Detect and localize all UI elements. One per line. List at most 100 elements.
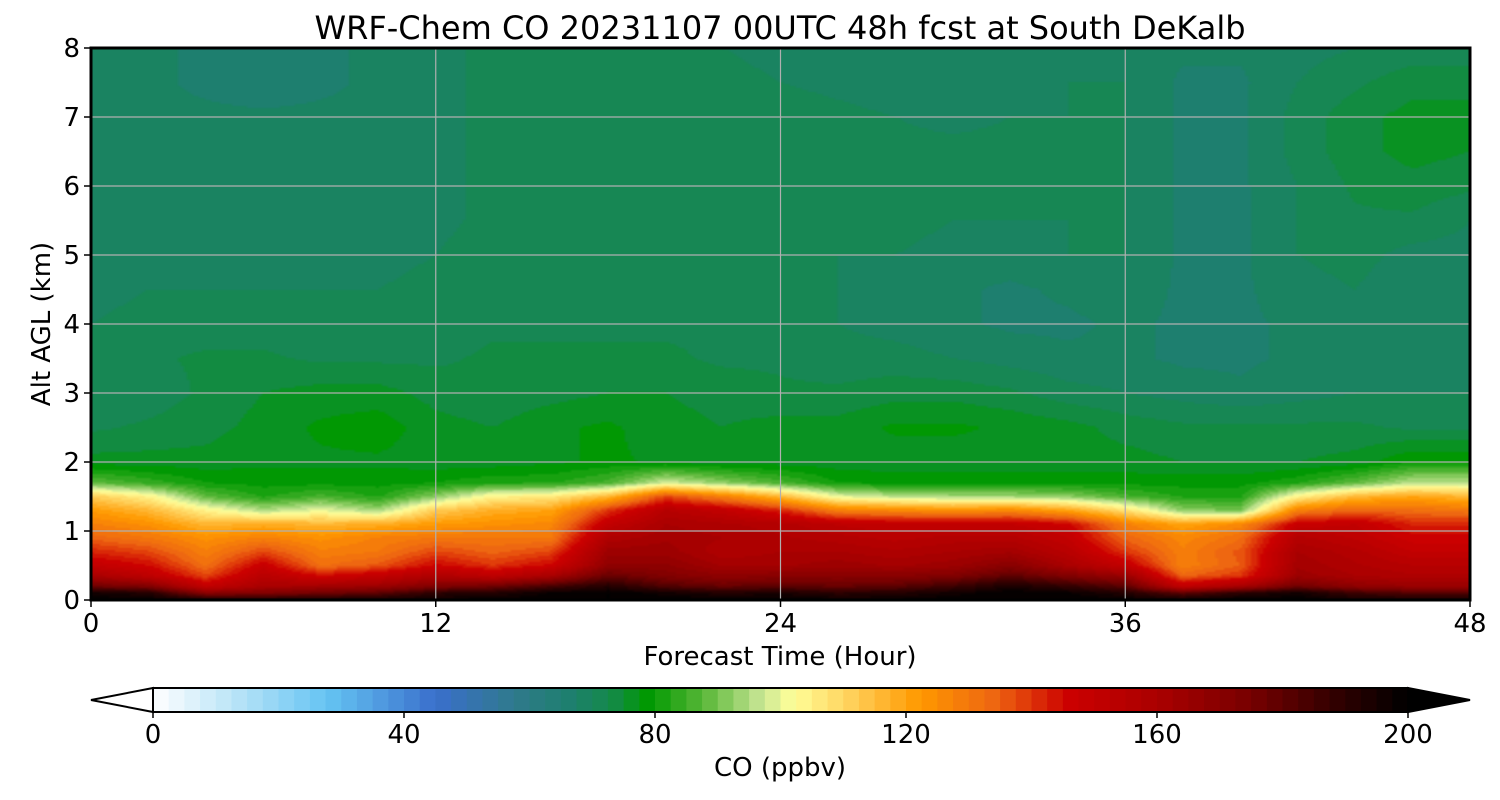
colorbar-segment: [1204, 688, 1221, 712]
y-tick-label: 3: [63, 379, 80, 409]
y-axis-label: Alt AGL (km): [27, 242, 57, 406]
colorbar-segment: [607, 688, 625, 712]
colorbar-segment: [419, 688, 436, 712]
x-tick-label: 36: [1109, 609, 1142, 639]
colorbar-segment: [1188, 688, 1205, 712]
y-tick-label: 7: [63, 103, 80, 133]
colorbar-segment: [153, 688, 170, 712]
x-tick-label: 48: [1453, 609, 1486, 639]
colorbar-segment: [168, 688, 185, 712]
colorbar-segment: [1313, 688, 1331, 712]
colorbar-segment: [1235, 688, 1252, 712]
colorbar-segment: [184, 688, 201, 712]
colorbar-tick-label: 200: [1383, 720, 1433, 750]
colorbar-segment: [749, 688, 766, 712]
colorbar-segment: [811, 688, 829, 712]
colorbar-tick-label: 40: [387, 720, 420, 750]
colorbar-segment: [1172, 688, 1189, 712]
colorbar-segment: [560, 688, 578, 712]
colorbar-segment: [247, 688, 264, 712]
colorbar-segment: [1282, 688, 1299, 712]
colorbar-segment: [937, 688, 954, 712]
colorbar-segment: [1329, 688, 1346, 712]
colorbar-segment: [702, 688, 719, 712]
colorbar-segment: [1376, 688, 1393, 712]
colorbar-segment: [1219, 688, 1237, 712]
colorbar-segment: [717, 688, 735, 712]
chart-title: WRF-Chem CO 20231107 00UTC 48h fcst at S…: [314, 9, 1245, 47]
colorbar-segment: [968, 688, 986, 712]
colorbar-segment: [953, 688, 970, 712]
colorbar-tick-label: 80: [638, 720, 671, 750]
colorbar-segment: [451, 688, 468, 712]
colorbar-segment: [1392, 688, 1409, 712]
y-tick-label: 1: [63, 517, 80, 547]
colorbar-segment: [372, 688, 389, 712]
colorbar-segment: [545, 688, 562, 712]
colorbar-segment: [482, 688, 499, 712]
colorbar-segment: [764, 688, 782, 712]
colorbar-segment: [623, 688, 640, 712]
colorbar-segment: [655, 688, 672, 712]
colorbar-tick-label: 0: [145, 720, 162, 750]
colorbar: 0 40 80 120 160 200: [90, 686, 1471, 750]
colorbar-segment: [513, 688, 531, 712]
colorbar-ticks: 0 40 80 120 160 200: [145, 712, 1433, 750]
y-tick-label: 8: [63, 34, 80, 64]
colorbar-frame: [152, 687, 1409, 713]
colorbar-segment: [827, 688, 844, 712]
colorbar-extend-low: [90, 686, 154, 714]
y-tick-label: 0: [63, 586, 80, 616]
colorbar-segment: [639, 688, 656, 712]
colorbar-label: CO (ppbv): [714, 753, 846, 783]
x-tick-label: 0: [83, 609, 100, 639]
y-tick-label: 4: [63, 310, 80, 340]
x-tick-label: 24: [764, 609, 797, 639]
colorbar-segment: [1031, 688, 1048, 712]
colorbar-segment: [1015, 688, 1033, 712]
colorbar-segment: [388, 688, 405, 712]
colorbar-segment: [874, 688, 891, 712]
x-axis-label: Forecast Time (Hour): [643, 642, 916, 672]
colorbar-extend-high: [1407, 686, 1471, 714]
colorbar-segment: [1000, 688, 1017, 712]
y-axis-ticks: 0 1 2 3 4 5 6 7 8: [63, 34, 91, 616]
x-tick-label: 12: [419, 609, 452, 639]
colorbar-segment: [1062, 688, 1080, 712]
colorbar-segment: [984, 688, 1001, 712]
colorbar-tick-label: 120: [881, 720, 931, 750]
y-tick-label: 6: [63, 172, 80, 202]
colorbar-segment: [1078, 688, 1095, 712]
colorbar-segment: [341, 688, 358, 712]
colorbar-segment: [325, 688, 342, 712]
y-tick-label: 2: [63, 448, 80, 478]
colorbar-segment: [686, 688, 703, 712]
colorbar-segment: [215, 688, 233, 712]
colorbar-segment: [733, 688, 750, 712]
colorbar-segment: [1157, 688, 1174, 712]
colorbar-tick-label: 160: [1132, 720, 1182, 750]
colorbar-segment: [466, 688, 484, 712]
colorbar-segment: [294, 688, 311, 712]
colorbar-segment: [435, 688, 452, 712]
colorbar-segment: [576, 688, 593, 712]
colorbar-segment: [921, 688, 938, 712]
colorbar-segment: [890, 688, 907, 712]
colorbar-segment: [670, 688, 687, 712]
colorbar-segment: [1125, 688, 1142, 712]
colorbar-segment: [404, 688, 421, 712]
colorbar-segment: [309, 688, 327, 712]
colorbar-gradient: [153, 688, 1409, 712]
colorbar-segment: [200, 688, 217, 712]
colorbar-segment: [1298, 688, 1315, 712]
colorbar-segment: [1345, 688, 1362, 712]
colorbar-segment: [1109, 688, 1127, 712]
colorbar-segment: [278, 688, 295, 712]
colorbar-segment: [843, 688, 860, 712]
colorbar-segment: [1047, 688, 1064, 712]
colorbar-segment: [262, 688, 280, 712]
colorbar-segment: [1360, 688, 1378, 712]
colorbar-segment: [1266, 688, 1284, 712]
